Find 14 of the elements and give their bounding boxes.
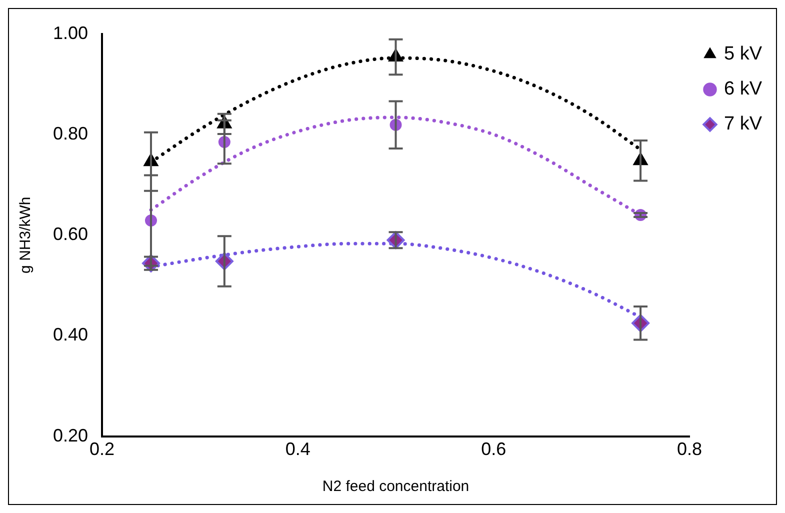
x-axis-title: N2 feed concentration [322, 478, 470, 496]
legend-label: 5 kV [724, 44, 762, 65]
y-tick-label: 0.80 [52, 123, 88, 144]
x-tick-label: 0.8 [676, 439, 702, 460]
x-tick-label: 0.2 [90, 439, 115, 460]
legend-label: 6 kV [724, 78, 762, 100]
y-tick-label: 0.60 [52, 224, 88, 244]
y-tick-label: 0.40 [52, 324, 88, 345]
y-tick-label: 1.00 [52, 22, 88, 43]
x-tick-label: 0.4 [285, 439, 310, 460]
x-tick-label: 0.6 [481, 439, 506, 460]
legend-label: 7 kV [724, 114, 762, 135]
y-axis-title: g NH3/kWh [17, 196, 34, 274]
y-tick-label: 0.20 [52, 425, 88, 446]
